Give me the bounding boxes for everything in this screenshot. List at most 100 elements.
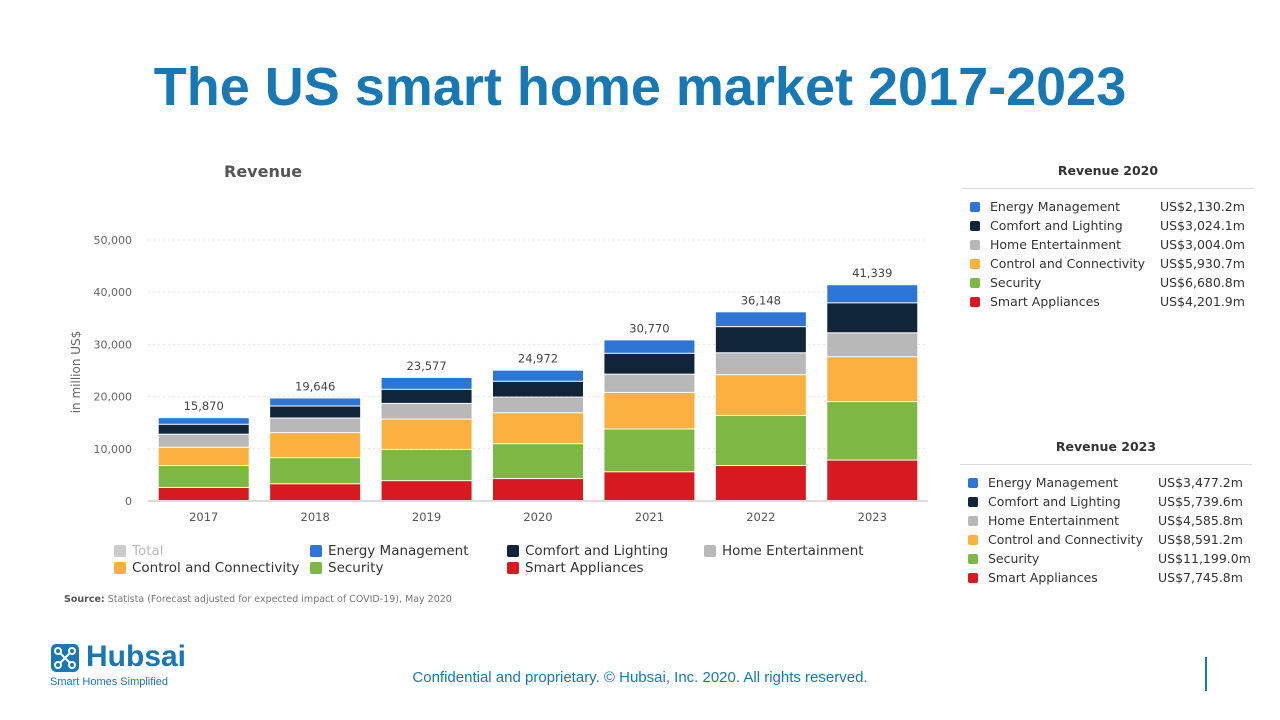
legend-item-total[interactable]: Total	[114, 543, 164, 559]
bar-segment-appliances	[381, 481, 472, 500]
bar-segment-control	[715, 375, 806, 415]
row-value: US$2,130.2m	[1160, 199, 1245, 214]
footer-text: Confidential and proprietary. © Hubsai, …	[412, 669, 868, 686]
row-swatch	[970, 258, 980, 269]
row-swatch	[968, 477, 978, 488]
row-name: Smart Appliances	[990, 294, 1100, 309]
bar-segment-appliances	[715, 466, 806, 500]
y-tick-label: 50,000	[94, 234, 133, 247]
legend-label: Comfort and Lighting	[525, 543, 669, 559]
legend-label: Control and Connectivity	[132, 560, 300, 576]
x-tick-label: 2020	[523, 510, 552, 524]
row-name: Comfort and Lighting	[990, 218, 1123, 233]
row-value: US$7,745.8m	[1158, 570, 1243, 585]
logo-tagline: Smart Homes Simplified	[50, 676, 168, 688]
legend-label: Home Entertainment	[722, 543, 864, 559]
bar-segment-control	[158, 447, 249, 466]
row-value: US$4,585.8m	[1158, 513, 1243, 528]
bar-segment-entertainment	[493, 397, 583, 413]
source-label: Source:	[64, 594, 105, 605]
row-swatch	[968, 515, 978, 526]
row-name: Smart Appliances	[988, 570, 1098, 585]
legend-label: Energy Management	[328, 543, 469, 559]
legend-item-energy[interactable]: Energy Management	[310, 543, 468, 559]
row-name: Energy Management	[988, 475, 1119, 490]
row-swatch	[970, 277, 980, 288]
bar-segment-appliances	[827, 460, 918, 500]
legend-label: Smart Appliances	[525, 560, 644, 576]
logo-word: Hubsai	[86, 640, 187, 673]
row-name: Security	[990, 275, 1042, 290]
table-row: Home Entertainment US$3,004.0m	[962, 235, 1254, 254]
row-value: US$6,680.8m	[1160, 275, 1245, 290]
bar-segment-comfort	[604, 353, 695, 374]
row-name: Comfort and Lighting	[988, 494, 1121, 509]
row-swatch	[968, 534, 978, 545]
hubsai-logo-icon	[51, 644, 79, 672]
total-label: 41,339	[852, 266, 892, 280]
y-tick-label: 20,000	[94, 391, 133, 404]
legend-swatch	[310, 562, 322, 574]
bar-segment-appliances	[493, 479, 583, 500]
y-tick-label: 30,000	[94, 338, 133, 351]
bar-segment-energy	[381, 377, 472, 389]
bar-segment-entertainment	[381, 403, 472, 419]
table-row: Security US$6,680.8m	[962, 273, 1254, 292]
legend-swatch	[114, 562, 126, 574]
bar-segment-control	[827, 357, 918, 402]
legend-item-entertainment[interactable]: Home Entertainment	[704, 543, 864, 559]
bar-segment-security	[158, 466, 249, 487]
legend-item-security[interactable]: Security	[310, 560, 383, 576]
x-tick-label: 2022	[746, 510, 775, 524]
total-label: 19,646	[295, 379, 335, 393]
legend-item-comfort[interactable]: Comfort and Lighting	[507, 543, 668, 559]
row-swatch	[970, 201, 980, 212]
row-swatch	[968, 572, 978, 583]
y-tick-label: 0	[125, 495, 132, 508]
bar-segment-security	[381, 449, 472, 481]
bar-segment-comfort	[381, 389, 472, 403]
bar-segment-comfort	[827, 303, 918, 333]
revenue-2020-table: Revenue 2020 Energy Management US$2,130.2m…	[962, 163, 1254, 311]
bar-segment-security	[827, 402, 918, 460]
legend-label: Total	[132, 543, 164, 559]
y-tick-label: 10,000	[94, 443, 133, 456]
chart-title: Revenue	[224, 162, 303, 181]
table-row: Control and Connectivity US$8,591.2m	[960, 530, 1252, 549]
bar-segment-security	[493, 444, 583, 479]
bar-segment-security	[270, 458, 361, 484]
table-row: Security US$11,199.0m	[960, 549, 1252, 568]
revenue-2023-table: Revenue 2023 Energy Management US$3,477.2m…	[960, 439, 1252, 587]
table-row: Comfort and Lighting US$5,739.6m	[960, 492, 1252, 511]
bar-segment-entertainment	[827, 333, 918, 357]
bar-segment-control	[493, 413, 583, 444]
table-row: Smart Appliances US$7,745.8m	[960, 568, 1252, 587]
row-swatch	[970, 239, 980, 250]
total-label: 30,770	[629, 321, 669, 335]
page-title: The US smart home market 2017-2023	[153, 57, 1127, 117]
legend-item-appliances[interactable]: Smart Appliances	[507, 560, 644, 576]
table-row: Home Entertainment US$4,585.8m	[960, 511, 1252, 530]
hubsai-logo: Hubsai Smart Homes Simplified	[50, 640, 186, 688]
bar-segment-comfort	[158, 424, 249, 434]
bar-segment-entertainment	[604, 374, 695, 392]
total-label: 23,577	[406, 359, 446, 373]
row-name: Control and Connectivity	[990, 256, 1145, 271]
row-value: US$11,199.0m	[1158, 551, 1251, 566]
y-axis-label: in million US$	[69, 331, 83, 414]
row-value: US$5,739.6m	[1158, 494, 1243, 509]
legend-label: Security	[328, 560, 384, 576]
bar-segment-control	[270, 433, 361, 458]
bar-segment-entertainment	[715, 353, 806, 375]
x-tick-label: 2021	[635, 510, 664, 524]
source-text: Statista (Forecast adjusted for expected…	[107, 594, 452, 605]
legend-item-control[interactable]: Control and Connectivity	[114, 560, 299, 576]
table-row: Smart Appliances US$4,201.9m	[962, 292, 1254, 311]
table-title: Revenue 2023	[960, 439, 1252, 465]
row-swatch	[968, 553, 978, 564]
bar-segment-appliances	[270, 484, 361, 500]
legend-swatch	[114, 545, 126, 557]
bar-segment-comfort	[493, 381, 583, 397]
row-value: US$3,024.1m	[1160, 218, 1245, 233]
